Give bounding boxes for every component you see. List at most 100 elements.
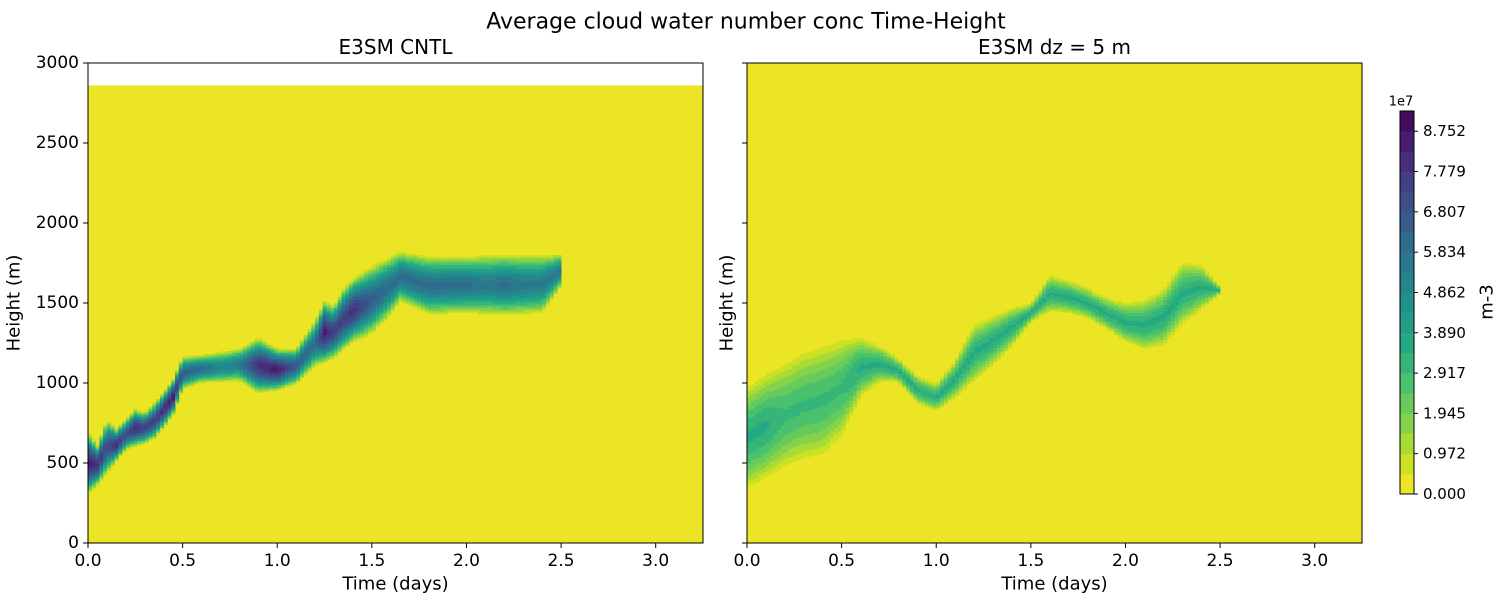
- panel-cntl-cloud-cell: [125, 435, 131, 438]
- panel-cntl-cloud-cell: [201, 357, 206, 360]
- panel-cntl-cloud-cell: [318, 314, 324, 317]
- panel-cntl-cloud-cell: [530, 266, 535, 269]
- panel-cntl-cloud-cell: [265, 343, 271, 345]
- panel-dz5-cloud-cell: [784, 461, 790, 464]
- panel-cntl-cloud-cell: [220, 368, 225, 371]
- panel-cntl-cloud-cell: [277, 349, 282, 352]
- panel-cntl-cloud-cell: [417, 258, 422, 261]
- panel-cntl-cloud-cell: [133, 415, 138, 417]
- panel-cntl-cloud-cell: [542, 269, 547, 272]
- panel-cntl-cloud-cell: [209, 376, 214, 379]
- panel-dz5-cloud-cell: [796, 371, 801, 374]
- panel-cntl-cloud-cell: [489, 290, 494, 293]
- panel-cntl-cloud-cell: [413, 259, 418, 262]
- panel-cntl-cloud-cell: [451, 283, 456, 286]
- panel-cntl-cloud-cell: [549, 296, 554, 299]
- panel-cntl-cloud-cell: [402, 287, 407, 289]
- panel-cntl-cloud-cell: [527, 291, 532, 294]
- panel-cntl-cloud-cell: [375, 315, 380, 318]
- panel-cntl-cloud-cell: [197, 368, 202, 371]
- panel-dz5-cloud-cell: [803, 386, 808, 389]
- panel-cntl-cloud-cell: [500, 266, 505, 269]
- panel-dz5-cloud-cell: [815, 405, 820, 408]
- panel-cntl-cloud-cell: [258, 344, 263, 347]
- panel-cntl-cloud-cell: [106, 431, 112, 433]
- panel-cntl-cloud-cell: [515, 266, 520, 269]
- panel-dz5-cloud-cell: [796, 392, 801, 395]
- panel-cntl-cloud-cell: [110, 435, 115, 438]
- panel-cntl-cloud-cell: [91, 442, 96, 445]
- panel-cntl-cloud-cell: [436, 277, 441, 280]
- panel-cntl-cloud-cell: [216, 368, 221, 371]
- panel-cntl-cloud-cell: [519, 259, 524, 262]
- panel-cntl-cloud-cell: [144, 431, 149, 433]
- panel-dz5-cloud-cell: [796, 357, 801, 360]
- panel-cntl-cloud-cell: [103, 458, 108, 461]
- panel-cntl-cloud-cell: [436, 267, 441, 270]
- panel-cntl-cloud-cell: [424, 296, 430, 299]
- panel-cntl-cloud-cell: [178, 368, 184, 371]
- panel-cntl-cloud-cell: [519, 311, 524, 313]
- panel-cntl-cloud-cell: [88, 477, 93, 480]
- panel-cntl-cloud-cell: [386, 309, 392, 312]
- panel-cntl-cloud-cell: [417, 279, 422, 281]
- panel-cntl-cloud-cell: [413, 304, 418, 307]
- panel-cntl-cloud-cell: [197, 381, 202, 384]
- panel-cntl-cloud-cell: [455, 275, 460, 278]
- panel-dz5-cloud-cell: [762, 421, 767, 424]
- panel-dz5-cloud-cell: [807, 448, 812, 451]
- panel-dz5-cloud-cell: [758, 471, 763, 473]
- panel-cntl-cloud-cell: [451, 304, 456, 307]
- panel-dz5-cloud-cell: [750, 437, 755, 440]
- panel-cntl-cloud-cell: [462, 261, 467, 264]
- panel-cntl-cloud-cell: [322, 325, 327, 328]
- panel-dz5-cloud-cell: [796, 384, 801, 387]
- panel-dz5-cloud-cell: [762, 426, 767, 429]
- panel-cntl-cloud-cell: [175, 375, 180, 377]
- panel-dz5-cloud-cell: [769, 405, 774, 408]
- panel-cntl-cloud-cell: [277, 368, 282, 371]
- panel-cntl-cloud-cell: [360, 272, 365, 275]
- panel-dz5-cloud-cell: [796, 448, 801, 451]
- figure-title: Average cloud water number conc Time-Hei…: [486, 10, 1006, 35]
- panel-cntl-cloud-cell: [318, 325, 324, 328]
- panel-cntl-cloud-cell: [492, 299, 498, 302]
- panel-cntl-xtick-label: 1.5: [358, 551, 385, 571]
- panel-cntl-cloud-cell: [356, 279, 361, 281]
- panel-cntl-cloud-cell: [360, 296, 365, 299]
- panel-cntl-cloud-cell: [477, 267, 482, 270]
- panel-cntl-cloud-cell: [375, 312, 380, 315]
- panel-cntl-cloud-cell: [557, 287, 562, 289]
- panel-cntl-cloud-cell: [508, 258, 513, 261]
- panel-cntl-cloud-cell: [402, 266, 407, 269]
- panel-cntl-cloud-cell: [122, 431, 127, 433]
- panel-cntl-cloud-cell: [368, 272, 373, 275]
- panel-dz5-cloud-cell: [792, 413, 797, 416]
- panel-cntl-cloud-cell: [402, 290, 407, 293]
- panel-cntl-cloud-cell: [91, 480, 96, 483]
- panel-cntl-cloud-cell: [129, 439, 134, 441]
- panel-dz5-cloud-cell: [792, 421, 797, 424]
- panel-cntl-cloud-cell: [470, 288, 475, 291]
- panel-cntl-cloud-cell: [345, 307, 350, 310]
- panel-cntl-cloud-cell: [477, 307, 482, 310]
- panel-cntl-cloud-cell: [451, 267, 456, 270]
- panel-cntl-cloud-cell: [542, 283, 547, 286]
- panel-cntl-cloud-cell: [519, 303, 524, 305]
- panel-cntl-cloud-cell: [258, 371, 263, 374]
- panel-cntl-cloud-cell: [269, 381, 274, 384]
- panel-cntl-cloud-cell: [269, 371, 274, 374]
- panel-cntl-cloud-cell: [500, 307, 505, 310]
- panel-cntl-cloud-cell: [368, 306, 373, 309]
- panel-cntl-cloud-cell: [88, 437, 93, 440]
- panel-cntl-cloud-cell: [258, 368, 263, 371]
- panel-dz5-cloud-cell: [765, 424, 771, 427]
- panel-dz5-cloud-cell: [788, 363, 793, 366]
- panel-cntl-cloud-cell: [451, 282, 456, 285]
- panel-dz5-cloud-cell: [781, 455, 786, 457]
- panel-cntl-cloud-cell: [394, 275, 399, 278]
- panel-cntl-ylabel: Height (m): [4, 255, 25, 352]
- panel-cntl-cloud-cell: [409, 266, 414, 269]
- panel-cntl-cloud-cell: [542, 256, 547, 259]
- panel-cntl-cloud-cell: [91, 467, 96, 470]
